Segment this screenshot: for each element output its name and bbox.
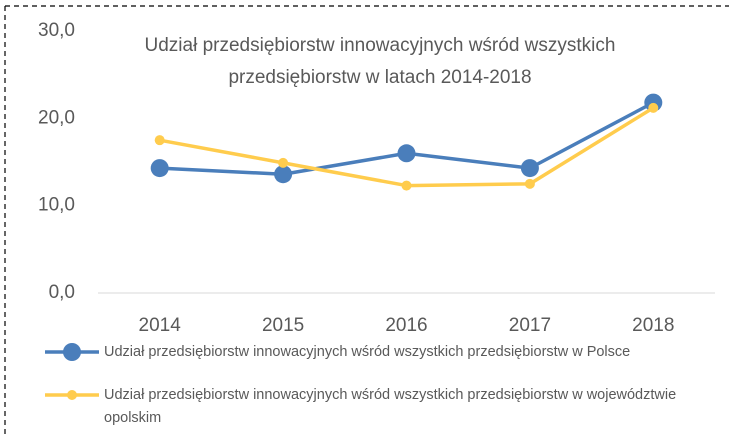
x-tick-label: 2018	[632, 315, 674, 336]
y-tick-label: 30,0	[38, 20, 75, 41]
x-tick-label: 2015	[262, 315, 304, 336]
point	[274, 165, 293, 184]
point	[648, 102, 659, 113]
y-tick-label: 20,0	[38, 107, 75, 128]
point	[278, 157, 289, 168]
point	[397, 144, 416, 163]
y-tick-label: 0,0	[49, 282, 75, 303]
x-tick-label: 2016	[385, 315, 427, 336]
point	[524, 178, 535, 189]
legend-label: Udział przedsiębiorstw innowacyjnych wśr…	[104, 387, 677, 426]
series-line	[159, 101, 655, 176]
chart-title: Udział przedsiębiorstw innowacyjnych wśr…	[144, 35, 616, 88]
y-tick-label: 10,0	[38, 195, 75, 216]
point	[150, 159, 169, 178]
legend-marker	[67, 390, 77, 400]
x-tick-label: 2014	[139, 315, 182, 336]
x-tick-label: 2017	[509, 315, 551, 336]
legend-label: Udział przedsiębiorstw innowacyjnych wśr…	[104, 344, 631, 360]
point	[520, 159, 539, 178]
point	[154, 135, 165, 146]
point	[401, 180, 412, 191]
legend-marker	[63, 343, 81, 361]
